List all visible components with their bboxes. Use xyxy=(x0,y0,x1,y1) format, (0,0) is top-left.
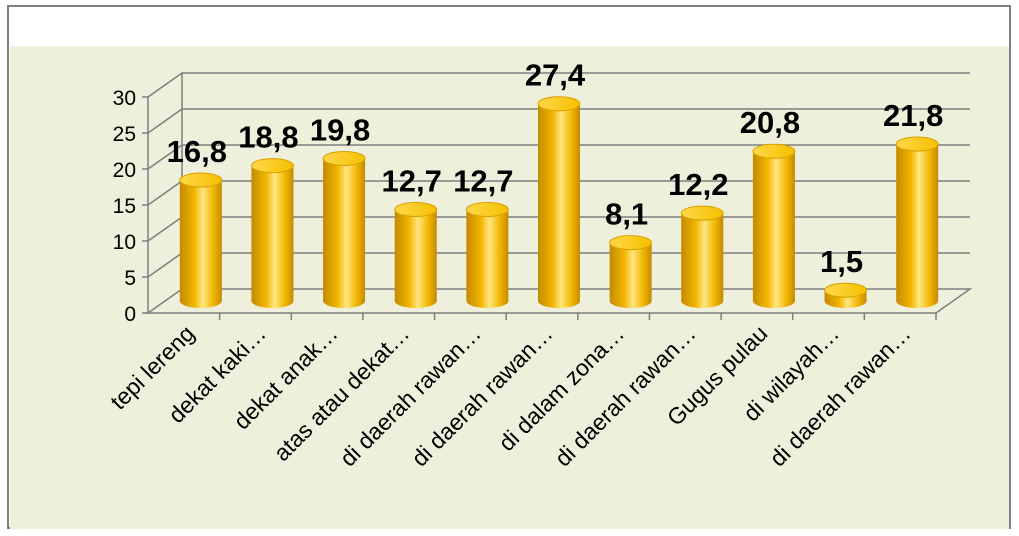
bar: 19,8 xyxy=(310,112,370,309)
data-label: 27,4 xyxy=(525,58,586,93)
bar-body xyxy=(609,242,652,309)
data-label: 8,1 xyxy=(605,197,648,232)
bar-body xyxy=(394,209,437,309)
y-tick-label: 15 xyxy=(113,195,136,218)
bar: 21,8 xyxy=(883,98,943,309)
data-label: 16,8 xyxy=(167,134,227,169)
bar-top xyxy=(824,282,868,298)
bar: 12,2 xyxy=(668,167,728,309)
bar: 12,7 xyxy=(453,164,514,309)
bar: 20,8 xyxy=(740,105,800,309)
bar-body xyxy=(896,144,939,309)
data-label: 19,8 xyxy=(310,112,370,147)
bar: 8,1 xyxy=(605,197,653,309)
y-tick-label: 5 xyxy=(124,267,136,290)
bar-top xyxy=(465,202,509,218)
bar: 27,4 xyxy=(525,58,586,308)
bar: 1,5 xyxy=(820,244,868,309)
data-label: 21,8 xyxy=(883,98,943,133)
data-label: 20,8 xyxy=(740,105,800,140)
bar-body xyxy=(466,209,509,309)
bars-group: 16,8 18,8 19,8 12,7 12,7 27,4 8,1 12,2 20,8 1,5 21… xyxy=(167,58,943,309)
bar-top xyxy=(752,143,796,159)
data-label: 12,2 xyxy=(668,167,728,202)
bar-top xyxy=(537,96,581,112)
bar-body xyxy=(323,158,366,309)
bar: 16,8 xyxy=(167,134,227,309)
data-label: 1,5 xyxy=(820,244,863,279)
y-tick-label: 10 xyxy=(113,231,136,254)
data-label: 18,8 xyxy=(238,120,298,155)
bar-top xyxy=(895,136,939,152)
bar-body xyxy=(179,180,222,309)
bar: 12,7 xyxy=(382,164,442,309)
bar-body xyxy=(251,165,294,308)
y-tick-label: 25 xyxy=(113,123,136,146)
y-tick-label: 20 xyxy=(113,159,136,182)
data-label: 12,7 xyxy=(453,164,513,199)
bar-top xyxy=(394,202,438,218)
y-tick-label: 30 xyxy=(113,87,136,110)
bar-body xyxy=(752,151,795,309)
bar-top xyxy=(322,150,366,166)
y-tick-label: 0 xyxy=(124,303,136,326)
bar-top xyxy=(680,205,724,221)
bar-top xyxy=(179,172,223,188)
data-label: 12,7 xyxy=(382,164,442,199)
floor xyxy=(145,288,973,314)
bar-body xyxy=(538,103,580,308)
bar-body xyxy=(681,213,724,309)
bar: 18,8 xyxy=(238,120,299,308)
bar-top xyxy=(250,158,294,174)
bar-top xyxy=(609,235,653,251)
